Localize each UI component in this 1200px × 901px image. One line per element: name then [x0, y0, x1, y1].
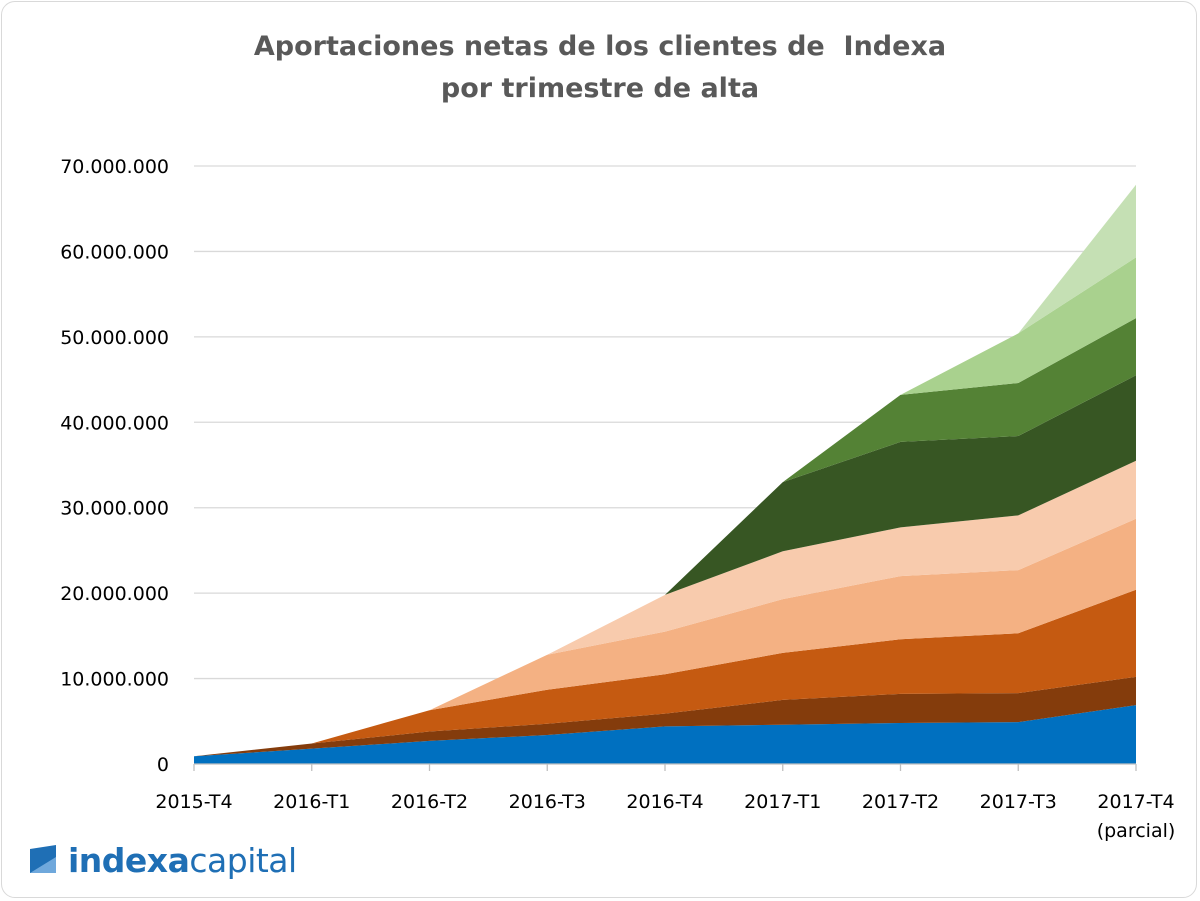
x-axis-ticks: 2015-T4 2016-T1 2016-T2 2016-T3 2016-T4 2017-…: [155, 791, 1175, 842]
logo-wordmark-bold: indexa: [68, 840, 190, 880]
area-series-5: [547, 460, 1136, 655]
x-tick-label: 2017-T4: [1097, 791, 1174, 813]
y-tick-label: 50.000.000: [60, 327, 169, 349]
y-tick-label: 40.000.000: [60, 412, 169, 434]
logo-wordmark-light: capital: [189, 840, 297, 880]
area-series-4: [429, 518, 1136, 711]
x-tick-label: 2017-T3: [980, 791, 1057, 813]
y-tick-label: 60.000.000: [60, 241, 169, 263]
x-axis: [193, 763, 1137, 771]
area-series-3: [311, 589, 1136, 744]
chart-title-line-1: Aportaciones netas de los clientes de In…: [253, 31, 947, 62]
chart-title-line-2: por trimestre de alta: [440, 73, 760, 104]
y-tick-label: 70.000.000: [60, 156, 169, 178]
y-tick-label: 30.000.000: [60, 498, 169, 520]
area-series-9: [1018, 184, 1136, 334]
x-tick-label: 2015-T4: [155, 791, 232, 813]
logo-wordmark: indexacapital: [68, 841, 297, 880]
x-tick-label: 2016-T2: [391, 791, 468, 813]
logo-mark-icon: [30, 845, 56, 873]
x-tick-label: 2016-T4: [626, 791, 703, 813]
x-tick-label: 2017-T1: [744, 791, 821, 813]
y-axis-ticks: 0 10.000.000 20.000.000 30.000.000 40.000.00…: [60, 156, 169, 776]
chart-title: Aportaciones netas de los clientes de In…: [0, 26, 1200, 110]
area-series-group: [194, 184, 1136, 764]
y-tick-label: 0: [157, 754, 169, 776]
x-tick-label: 2016-T1: [273, 791, 350, 813]
area-series-6: [665, 375, 1136, 595]
y-tick-label: 20.000.000: [60, 583, 169, 605]
area-series-8: [900, 257, 1136, 395]
area-series-1: [194, 705, 1136, 764]
x-tick-label: 2016-T3: [509, 791, 586, 813]
y-tick-label: 10.000.000: [60, 669, 169, 691]
area-series-7: [782, 318, 1136, 483]
area-series-2: [194, 676, 1136, 757]
x-tick-label: 2017-T2: [862, 791, 939, 813]
x-tick-sublabel: (parcial): [1097, 820, 1176, 842]
company-logo: indexacapital: [26, 838, 297, 882]
